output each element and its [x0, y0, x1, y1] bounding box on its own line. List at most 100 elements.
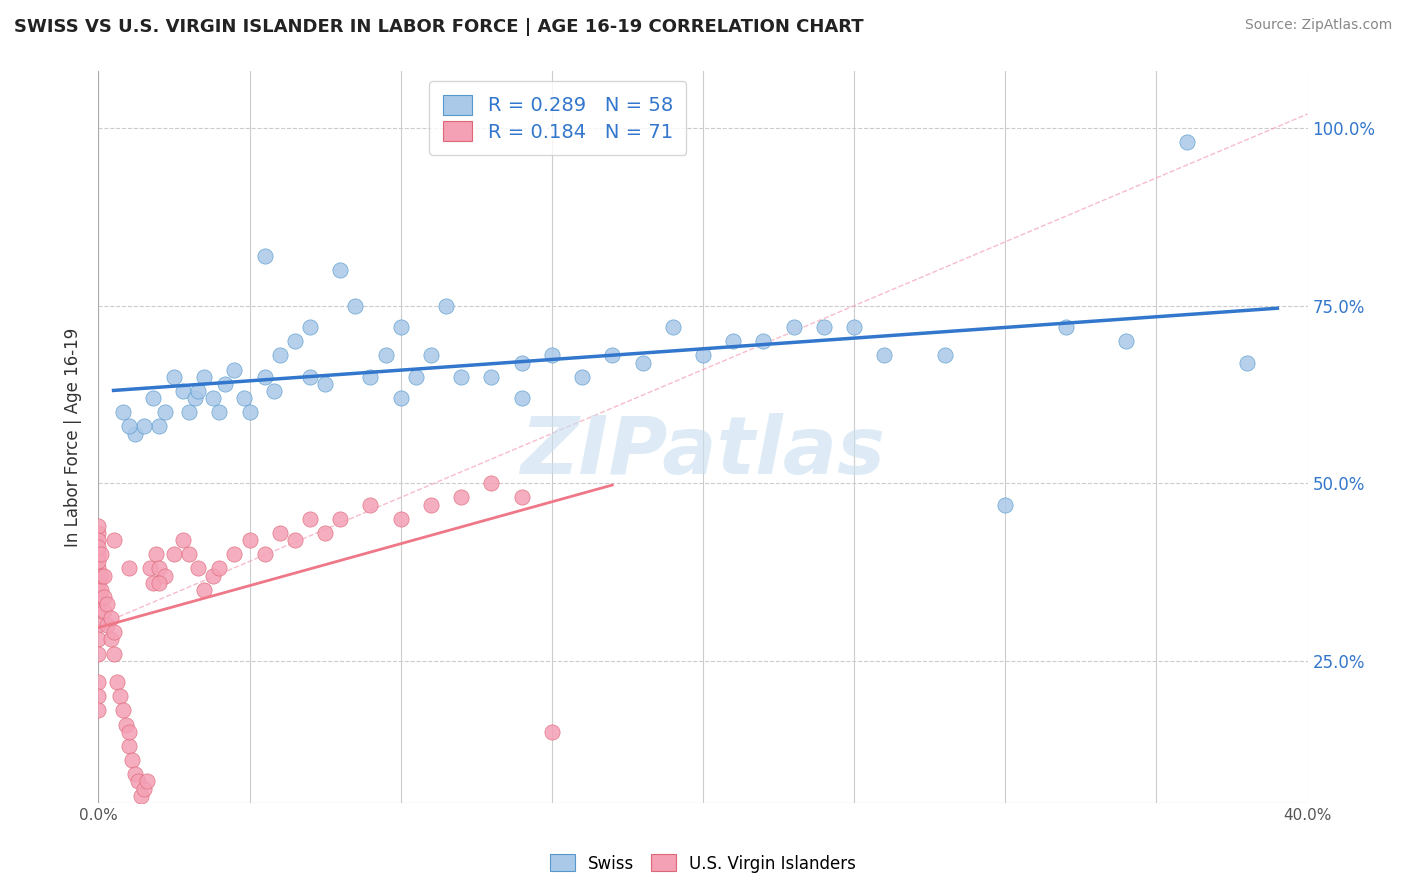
Point: [202, 391, 225, 405]
Point: [299, 320, 322, 334]
Point: [389, 512, 412, 526]
Point: [360, 369, 382, 384]
Point: [253, 249, 276, 263]
Point: [602, 348, 624, 362]
Point: [93, 590, 115, 604]
Point: [1236, 355, 1258, 369]
Point: [405, 369, 427, 384]
Point: [571, 369, 593, 384]
Point: [214, 376, 236, 391]
Point: [187, 561, 209, 575]
Point: [239, 405, 262, 419]
Text: ZIPatlas: ZIPatlas: [520, 413, 886, 491]
Point: [118, 739, 141, 753]
Point: [87, 618, 110, 632]
Point: [132, 781, 155, 796]
Point: [127, 774, 149, 789]
Point: [193, 582, 215, 597]
Point: [90, 582, 112, 597]
Point: [139, 561, 162, 575]
Point: [100, 611, 122, 625]
Point: [284, 533, 307, 547]
Point: [934, 348, 956, 362]
Point: [87, 519, 110, 533]
Point: [269, 348, 291, 362]
Point: [510, 391, 533, 405]
Point: [329, 512, 352, 526]
Point: [661, 320, 683, 334]
Point: [420, 498, 443, 512]
Point: [344, 299, 367, 313]
Point: [172, 533, 194, 547]
Text: Source: ZipAtlas.com: Source: ZipAtlas.com: [1244, 18, 1392, 32]
Point: [239, 533, 262, 547]
Point: [873, 348, 896, 362]
Point: [208, 561, 231, 575]
Point: [187, 384, 209, 398]
Point: [783, 320, 806, 334]
Point: [90, 547, 112, 561]
Point: [184, 391, 207, 405]
Point: [118, 419, 141, 434]
Point: [121, 753, 143, 767]
Point: [844, 320, 866, 334]
Point: [389, 320, 412, 334]
Point: [631, 355, 654, 369]
Point: [153, 568, 176, 582]
Point: [314, 376, 336, 391]
Text: SWISS VS U.S. VIRGIN ISLANDER IN LABOR FORCE | AGE 16-19 CORRELATION CHART: SWISS VS U.S. VIRGIN ISLANDER IN LABOR F…: [14, 18, 863, 36]
Point: [450, 369, 472, 384]
Point: [163, 369, 186, 384]
Point: [87, 690, 110, 704]
Point: [224, 362, 246, 376]
Y-axis label: In Labor Force | Age 16-19: In Labor Force | Age 16-19: [65, 327, 83, 547]
Point: [145, 547, 167, 561]
Point: [100, 632, 122, 647]
Point: [142, 391, 165, 405]
Point: [87, 647, 110, 661]
Point: [118, 724, 141, 739]
Point: [1054, 320, 1077, 334]
Point: [103, 533, 125, 547]
Point: [148, 575, 170, 590]
Point: [87, 675, 110, 690]
Point: [148, 419, 170, 434]
Point: [105, 675, 128, 690]
Point: [87, 582, 110, 597]
Point: [540, 348, 562, 362]
Point: [124, 426, 146, 441]
Point: [87, 604, 110, 618]
Point: [481, 369, 503, 384]
Point: [179, 405, 201, 419]
Point: [135, 774, 157, 789]
Point: [87, 525, 110, 540]
Point: [172, 384, 194, 398]
Point: [153, 405, 176, 419]
Point: [420, 348, 443, 362]
Point: [232, 391, 254, 405]
Point: [87, 554, 110, 568]
Point: [329, 263, 352, 277]
Point: [96, 597, 118, 611]
Point: [87, 547, 110, 561]
Point: [389, 391, 412, 405]
Point: [540, 724, 562, 739]
Point: [208, 405, 231, 419]
Point: [124, 767, 146, 781]
Point: [87, 533, 110, 547]
Point: [129, 789, 152, 803]
Point: [752, 334, 775, 349]
Point: [87, 561, 110, 575]
Point: [723, 334, 745, 349]
Point: [692, 348, 714, 362]
Point: [299, 512, 322, 526]
Point: [481, 476, 503, 491]
Point: [314, 525, 336, 540]
Point: [114, 717, 136, 731]
Point: [374, 348, 396, 362]
Point: [163, 547, 186, 561]
Point: [111, 405, 134, 419]
Point: [103, 625, 125, 640]
Point: [299, 369, 322, 384]
Point: [813, 320, 835, 334]
